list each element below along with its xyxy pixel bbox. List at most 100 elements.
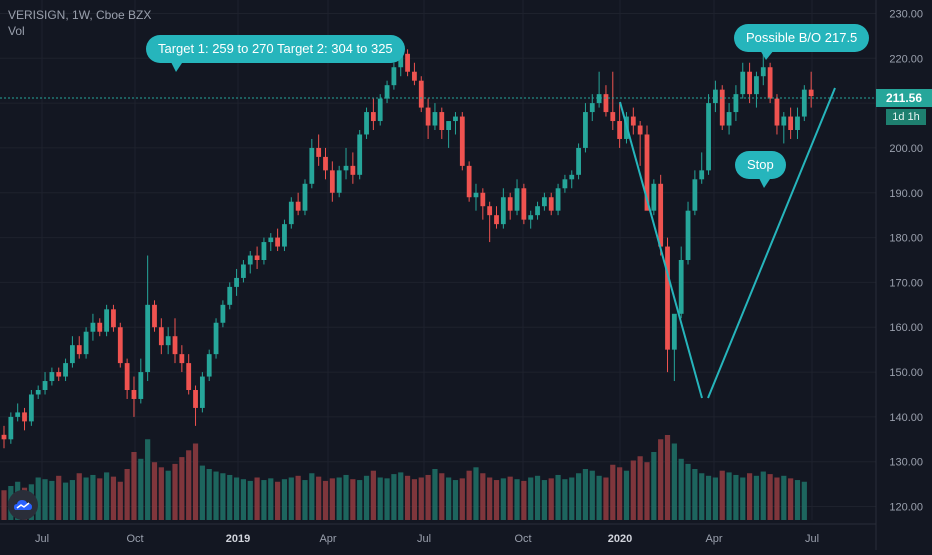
volume-bar <box>487 477 493 520</box>
y-tick-label: 220.00 <box>889 53 923 65</box>
y-tick-label: 160.00 <box>889 322 923 334</box>
volume-bar <box>671 443 677 520</box>
volume-bar <box>801 481 807 520</box>
x-tick-label: Apr <box>319 533 336 545</box>
volume-bar <box>637 456 643 520</box>
candle-body <box>377 98 383 122</box>
volume-bar <box>227 474 233 520</box>
volume-bar <box>62 482 69 520</box>
volume-bar <box>658 439 664 520</box>
volume-bar <box>104 472 110 520</box>
chart-header: VERISIGN, 1W, Cboe BZX Vol <box>8 7 151 39</box>
volume-bar <box>617 467 623 520</box>
volume-bar <box>596 475 602 520</box>
volume-bar <box>767 474 773 520</box>
volume-bar <box>528 477 534 520</box>
volume-bar <box>145 439 151 520</box>
volume-indicator-label[interactable]: Vol <box>8 24 25 38</box>
candle-body <box>316 147 322 157</box>
volume-bar <box>56 475 62 520</box>
v-line-left <box>619 101 703 399</box>
candle-body <box>801 89 807 117</box>
symbol-title[interactable]: VERISIGN, 1W, Cboe BZX <box>8 8 152 22</box>
candle-body <box>309 147 315 184</box>
candle-body <box>507 197 513 211</box>
volume-bar <box>117 481 123 520</box>
candle-body <box>699 170 705 180</box>
volume-bar <box>110 476 117 520</box>
y-tick-label: 180.00 <box>889 233 923 245</box>
candle-body <box>747 71 752 95</box>
candle-body <box>391 67 397 86</box>
volume-bar <box>521 480 527 520</box>
candle-body <box>384 85 390 99</box>
volume-bar <box>726 472 732 520</box>
stop-annotation[interactable]: Stop <box>735 151 786 179</box>
candle-body <box>788 116 794 130</box>
candle-body <box>282 224 287 247</box>
candles <box>1 49 814 449</box>
candle-body <box>480 192 486 207</box>
volume-bar <box>49 480 55 520</box>
candle-body <box>329 170 335 193</box>
candle-body <box>97 322 103 332</box>
candle-body <box>740 71 746 95</box>
volume-bar <box>439 473 445 520</box>
volume-bar <box>350 479 356 520</box>
candle-body <box>364 112 369 135</box>
volume-bar <box>151 462 158 520</box>
candle-body <box>165 336 171 346</box>
volume-bar <box>534 475 541 520</box>
candle-body <box>42 381 48 390</box>
candle-body <box>138 372 144 399</box>
candle-body <box>199 376 205 408</box>
y-tick-label: 140.00 <box>889 412 923 424</box>
candle-body <box>268 237 274 243</box>
candle-body <box>719 89 725 126</box>
candle-body <box>459 116 465 166</box>
candle-body <box>733 94 739 113</box>
volume-bar <box>589 470 595 520</box>
candle-body <box>186 363 192 390</box>
candle-body <box>35 390 41 395</box>
candle-body <box>535 206 540 216</box>
volume-bar <box>206 469 212 520</box>
candle-body <box>49 372 55 382</box>
volume-bar <box>411 479 418 520</box>
candle-body <box>500 197 506 225</box>
candle-body <box>808 89 814 97</box>
volume-bar <box>309 473 315 520</box>
candle-body <box>583 112 588 148</box>
candle-body <box>63 363 68 377</box>
volume-bar <box>363 475 370 520</box>
last-price-label: 211.56 <box>876 89 932 107</box>
candle-body <box>726 112 732 126</box>
candle-body <box>487 206 493 216</box>
volume-bar <box>233 477 240 520</box>
candle-body <box>596 94 602 104</box>
candle-body <box>651 183 657 211</box>
breakout-annotation[interactable]: Possible B/O 217.5 <box>734 24 870 52</box>
candle-body <box>124 363 130 390</box>
candle-body <box>302 183 308 211</box>
x-tick-label: Jul <box>417 533 431 545</box>
cloud-logo-icon[interactable] <box>8 490 38 520</box>
volume-bar <box>131 452 137 520</box>
volume-bar <box>788 478 794 520</box>
candle-body <box>131 390 137 399</box>
candle-body <box>22 412 27 422</box>
candle-body <box>425 107 431 126</box>
volume-bar <box>288 477 294 520</box>
y-tick-label: 200.00 <box>889 143 923 155</box>
volume-bar <box>42 479 48 520</box>
candle-body <box>83 331 89 355</box>
volume-bar <box>685 463 691 520</box>
candle-body <box>671 313 677 350</box>
candle-body <box>713 89 718 104</box>
candle-body <box>350 165 356 175</box>
volume-bar <box>644 462 650 520</box>
targets-annotation[interactable]: Target 1: 259 to 270 Target 2: 304 to 32… <box>146 35 405 63</box>
candle-body <box>603 94 609 113</box>
